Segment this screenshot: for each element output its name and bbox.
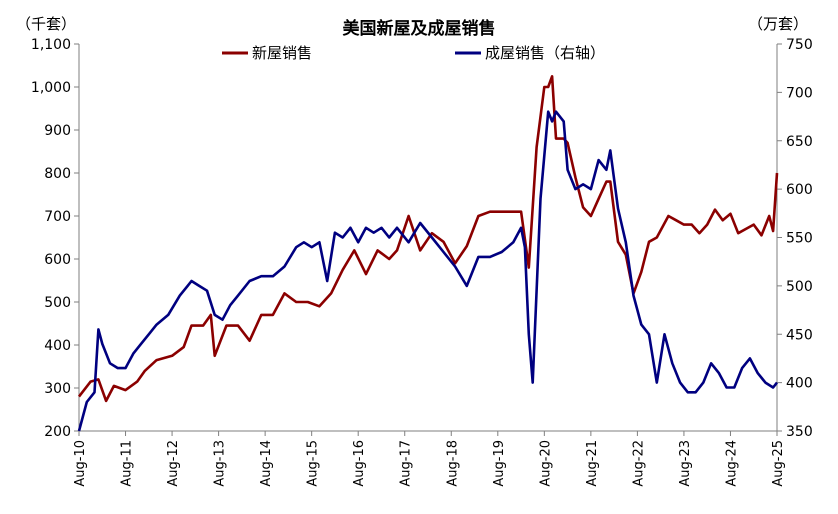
left-tick-label: 300 — [44, 381, 71, 397]
series-line-1 — [77, 75, 779, 403]
left-tick-label: 600 — [44, 252, 71, 268]
right-tick-label: 500 — [786, 279, 813, 295]
x-tick-label: Aug-11 — [120, 440, 135, 487]
left-axis-unit: （千套） — [16, 15, 76, 33]
left-tick-label: 900 — [44, 123, 71, 139]
x-tick-label: Aug-12 — [166, 440, 181, 487]
right-tick-label: 450 — [786, 327, 813, 343]
x-tick-label: Aug-18 — [445, 440, 460, 487]
series-layer — [77, 75, 779, 432]
right-tick-label: 750 — [786, 37, 813, 53]
left-tick-label: 400 — [44, 338, 71, 354]
x-tick-label: Aug-19 — [492, 440, 507, 487]
legend-label-1: 新屋销售 — [252, 44, 312, 62]
x-tick-label: Aug-13 — [213, 440, 228, 487]
left-tick-label: 500 — [44, 295, 71, 311]
right-tick-label: 400 — [786, 376, 813, 392]
x-tick-label: Aug-15 — [306, 440, 321, 487]
axes: 200 300 400 500 600 700 800 900 1,000 1,100 350 400… — [31, 37, 813, 487]
right-tick-label: 350 — [786, 424, 813, 440]
x-tick-label: Aug-22 — [631, 440, 646, 487]
right-tick-label: 650 — [786, 134, 813, 150]
right-axis-unit: （万套） — [748, 15, 808, 33]
left-tick-label: 1,000 — [31, 80, 71, 96]
legend: 新屋销售 成屋销售（右轴） — [222, 44, 605, 62]
x-tick-label: Aug-14 — [259, 440, 274, 487]
x-tick-label: Aug-17 — [399, 440, 414, 487]
left-tick-label: 800 — [44, 166, 71, 182]
left-tick-label: 1,100 — [31, 37, 71, 53]
series-line-2 — [77, 110, 779, 432]
x-tick-label: Aug-20 — [538, 440, 553, 487]
right-tick-label: 550 — [786, 231, 813, 247]
x-tick-label: Aug-25 — [771, 440, 786, 487]
right-tick-label: 600 — [786, 182, 813, 198]
x-tick-label: Aug-24 — [724, 440, 739, 487]
x-tick-label: Aug-21 — [585, 440, 600, 487]
left-tick-label: 200 — [44, 424, 71, 440]
x-tick-label: Aug-16 — [352, 440, 367, 487]
x-tick-label: Aug-10 — [73, 440, 88, 487]
legend-label-2: 成屋销售（右轴） — [485, 44, 605, 62]
x-tick-label: Aug-23 — [678, 440, 693, 487]
left-tick-label: 700 — [44, 209, 71, 225]
right-tick-label: 700 — [786, 85, 813, 101]
chart-title: 美国新屋及成屋销售 — [343, 18, 496, 39]
